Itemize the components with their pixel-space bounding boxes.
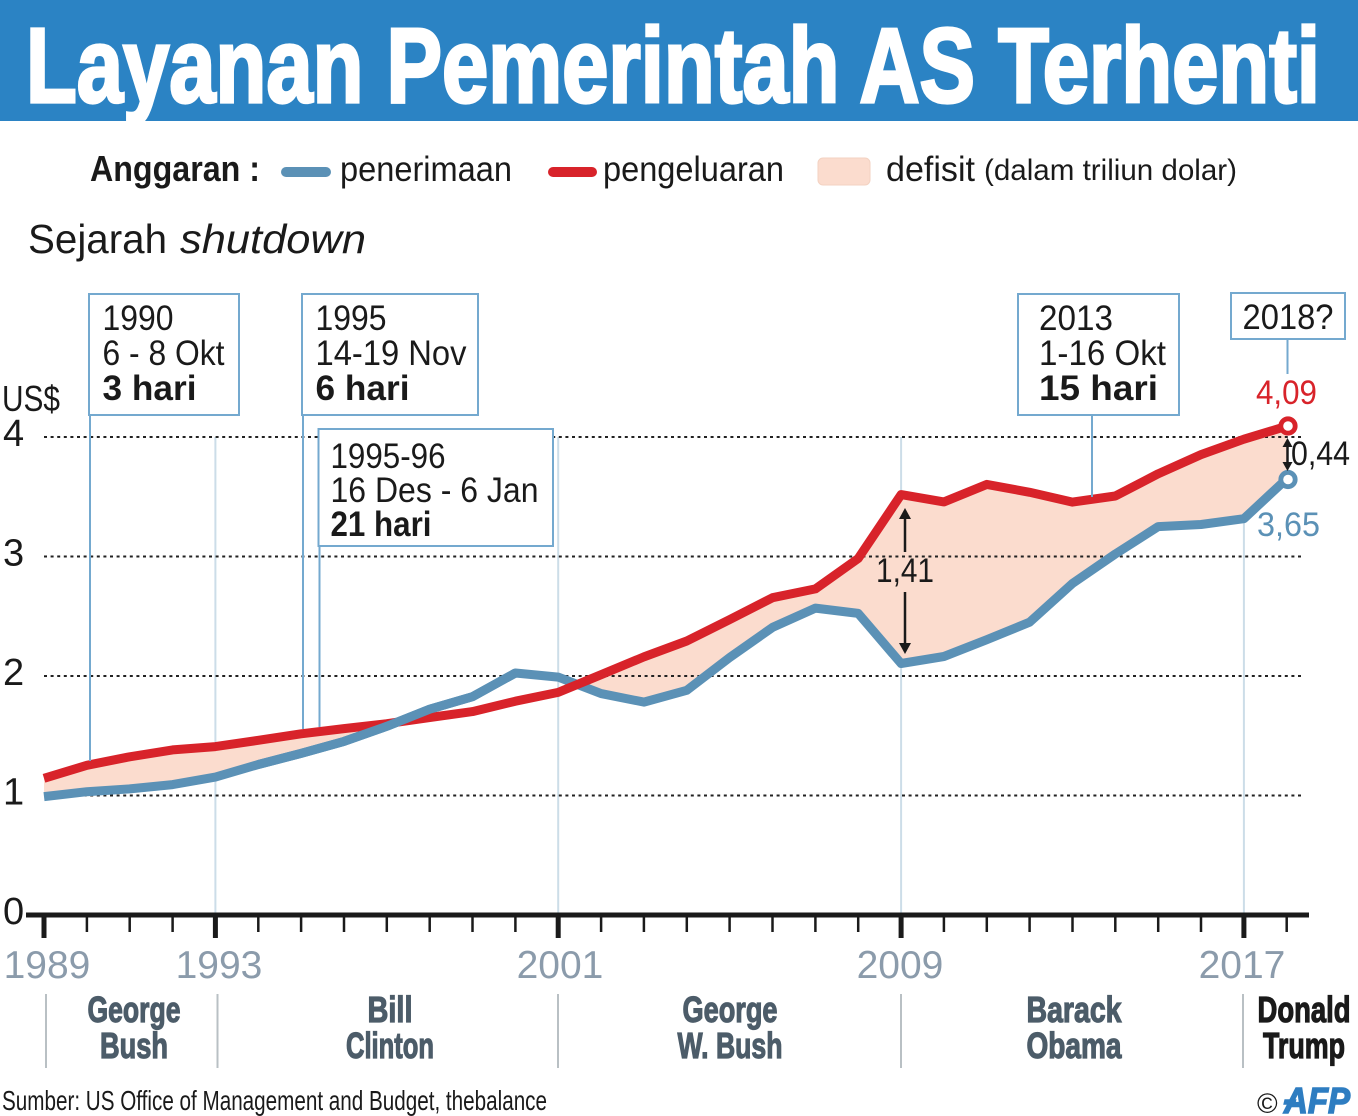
svg-text:2: 2 — [3, 652, 24, 694]
svg-text:George: George — [88, 989, 181, 1030]
svg-text:1993: 1993 — [176, 944, 263, 987]
svg-text:1-16 Okt: 1-16 Okt — [1039, 334, 1166, 373]
svg-text:US$: US$ — [2, 378, 60, 419]
svg-text:16 Des - 6 Jan: 16 Des - 6 Jan — [331, 471, 539, 510]
svg-text:Bill: Bill — [368, 989, 413, 1030]
svg-text:defisit: defisit — [886, 150, 975, 189]
svg-text:4,09: 4,09 — [1256, 374, 1317, 412]
svg-text:4: 4 — [3, 413, 24, 455]
svg-text:Layanan Pemerintah AS Terhenti: Layanan Pemerintah AS Terhenti — [26, 7, 1320, 125]
svg-text:1989: 1989 — [4, 944, 91, 987]
svg-text:Anggaran :: Anggaran : — [90, 148, 260, 189]
svg-text:6 hari: 6 hari — [316, 369, 410, 408]
svg-text:Donald: Donald — [1258, 989, 1351, 1030]
svg-text:2018?: 2018? — [1243, 298, 1334, 337]
svg-text:George: George — [683, 989, 778, 1030]
svg-text:(dalam triliun dolar): (dalam triliun dolar) — [984, 154, 1237, 187]
svg-text:Obama: Obama — [1027, 1025, 1123, 1066]
svg-text:2017: 2017 — [1199, 944, 1286, 987]
svg-text:0: 0 — [3, 891, 24, 933]
svg-text:2009: 2009 — [857, 944, 944, 987]
svg-text:W. Bush: W. Bush — [678, 1025, 783, 1066]
svg-text:©: © — [1257, 1088, 1278, 1116]
svg-text:6 - 8 Okt: 6 - 8 Okt — [103, 334, 225, 373]
svg-text:1: 1 — [3, 772, 24, 814]
svg-text:2013: 2013 — [1039, 299, 1113, 338]
svg-text:Barack: Barack — [1027, 989, 1123, 1030]
svg-text:3,65: 3,65 — [1257, 506, 1320, 544]
svg-text:pengeluaran: pengeluaran — [603, 150, 784, 189]
svg-text:1995-96: 1995-96 — [331, 437, 446, 476]
svg-text:3 hari: 3 hari — [103, 369, 197, 408]
svg-text:3: 3 — [3, 533, 24, 575]
svg-text:1995: 1995 — [316, 299, 387, 338]
svg-text:14-19 Nov: 14-19 Nov — [316, 334, 467, 373]
svg-text:Clinton: Clinton — [346, 1025, 434, 1066]
svg-text:0,44: 0,44 — [1291, 435, 1350, 473]
svg-text:1990: 1990 — [103, 299, 174, 338]
svg-text:penerimaan: penerimaan — [340, 150, 512, 189]
svg-text:Sejarah shutdown: Sejarah shutdown — [28, 216, 366, 262]
svg-text:AFP: AFP — [1283, 1080, 1351, 1116]
svg-text:2001: 2001 — [517, 944, 604, 987]
svg-text:Sumber: US Office of Managemen: Sumber: US Office of Management and Budg… — [2, 1085, 547, 1116]
svg-text:1,41: 1,41 — [876, 552, 934, 590]
svg-text:15 hari: 15 hari — [1039, 369, 1158, 408]
svg-text:Bush: Bush — [100, 1025, 168, 1066]
svg-text:Trump: Trump — [1263, 1025, 1345, 1066]
svg-text:21 hari: 21 hari — [331, 505, 432, 544]
